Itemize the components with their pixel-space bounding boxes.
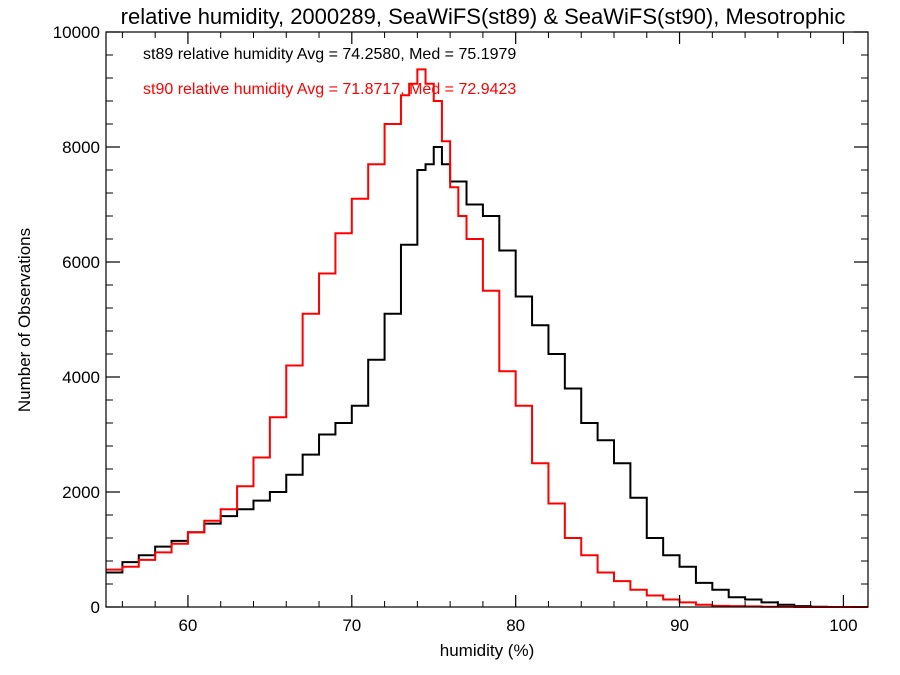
ticks-layer: 60 70 80 90 100 0 2000 4000 6000 8000 10000 — [53, 23, 868, 635]
series-line-0 — [106, 146, 868, 608]
x-tick-label: 100 — [829, 616, 857, 635]
y-axis-label: Number of Observations — [15, 228, 34, 412]
plot-frame — [105, 31, 869, 608]
x-tick-label: 90 — [670, 616, 689, 635]
legend-entry-st90: st90 relative humidity Avg = 71.8717, Me… — [143, 81, 516, 98]
y-tick-label: 10000 — [53, 23, 100, 42]
series-layer — [106, 68, 868, 608]
y-tick-label: 0 — [91, 598, 100, 617]
y-tick-label: 2000 — [62, 483, 100, 502]
x-tick-label: 70 — [342, 616, 361, 635]
x-tick-label: 60 — [178, 616, 197, 635]
y-tick-label: 6000 — [62, 253, 100, 272]
y-tick-label: 4000 — [62, 368, 100, 387]
x-tick-label: 80 — [506, 616, 525, 635]
x-axis-label: humidity (%) — [440, 641, 534, 660]
y-tick-label: 8000 — [62, 138, 100, 157]
chart-title: relative humidity, 2000289, SeaWiFS(st89… — [121, 4, 846, 29]
legend-entry-st89: st89 relative humidity Avg = 74.2580, Me… — [143, 46, 516, 63]
series-line-1 — [106, 68, 868, 608]
